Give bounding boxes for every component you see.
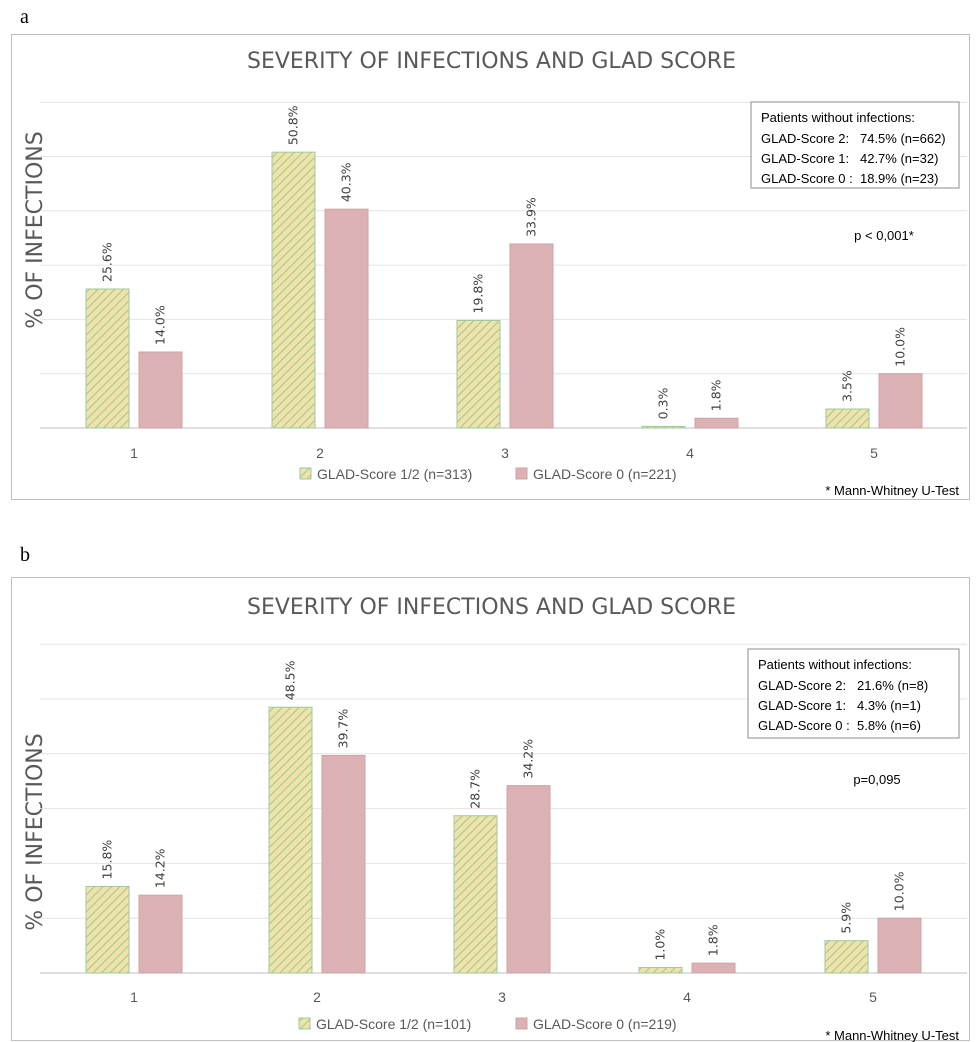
- data-label: 14.0%: [153, 305, 168, 345]
- data-label: 34.2%: [521, 739, 536, 779]
- info-box-row: GLAD-Score 0 : 5.8% (n=6): [758, 718, 921, 733]
- data-label: 1.0%: [653, 929, 668, 961]
- info-box-row: GLAD-Score 0 : 18.9% (n=23): [761, 171, 938, 186]
- data-label: 48.5%: [283, 660, 298, 700]
- legend-label-series2: GLAD-Score 0 (n=221): [533, 466, 677, 482]
- x-tick-label: 4: [683, 989, 691, 1005]
- panel-letter-a: a: [20, 6, 29, 28]
- bar-series1-cat2: [268, 706, 313, 974]
- data-label: 33.9%: [524, 197, 539, 237]
- data-label: 28.7%: [468, 769, 483, 809]
- p-value-label: p < 0,001*: [854, 228, 914, 243]
- data-label: 14.2%: [153, 848, 168, 888]
- bar-series1-cat4: [638, 967, 683, 974]
- bar-series1-cat3: [453, 815, 498, 974]
- x-tick-label: 5: [870, 445, 878, 461]
- info-box-title: Patients without infections:: [761, 110, 915, 125]
- bar-series2-cat4: [694, 417, 739, 429]
- info-box: [750, 101, 960, 189]
- legend-swatch-series1: [299, 467, 312, 480]
- info-box-row: GLAD-Score 1: 4.3% (n=1): [758, 698, 921, 713]
- data-label: 3.5%: [840, 370, 855, 402]
- data-label: 5.9%: [839, 902, 854, 934]
- info-box: [747, 648, 960, 739]
- info-box-row: GLAD-Score 1: 42.7% (n=32): [761, 151, 938, 166]
- legend-label-series1: GLAD-Score 1/2 (n=101): [316, 1016, 471, 1032]
- bar-series2-cat5: [877, 917, 922, 974]
- x-tick-label: 2: [313, 989, 321, 1005]
- x-tick-label: 1: [130, 445, 138, 461]
- bar-series1-cat1: [85, 885, 130, 974]
- bar-series2-cat3: [509, 243, 554, 429]
- bar-series1-cat5: [825, 408, 870, 429]
- x-tick-label: 3: [498, 989, 506, 1005]
- legend-swatch-series1: [298, 1017, 311, 1030]
- bar-series2-cat1: [138, 894, 183, 974]
- bar-series1-cat1: [85, 288, 130, 429]
- bar-series2-cat3: [506, 785, 551, 974]
- p-value-label: p=0,095: [853, 772, 900, 787]
- data-label: 50.8%: [286, 105, 301, 145]
- info-box-row: GLAD-Score 2: 74.5% (n=662): [761, 131, 946, 146]
- data-label: 1.8%: [706, 924, 721, 956]
- y-axis-label: % OF INFECTIONS: [23, 733, 48, 930]
- x-tick-label: 5: [869, 989, 877, 1005]
- data-label: 1.8%: [709, 379, 724, 411]
- bar-series1-cat2: [271, 151, 316, 429]
- chart-title: SEVERITY OF INFECTIONS AND GLAD SCORE: [247, 49, 736, 74]
- x-tick-label: 3: [501, 445, 509, 461]
- chart-svg: SEVERITY OF INFECTIONS AND GLAD SCORE % O…: [23, 595, 967, 1042]
- footnote: * Mann-Whitney U-Test: [825, 483, 959, 498]
- bar-series2-cat4: [691, 962, 736, 974]
- bar-series2-cat1: [138, 351, 183, 429]
- data-label: 25.6%: [100, 242, 115, 282]
- legend-label-series1: GLAD-Score 1/2 (n=313): [317, 466, 472, 482]
- info-box-title: Patients without infections:: [758, 657, 912, 672]
- data-label: 19.8%: [471, 274, 486, 314]
- x-tick-label: 2: [316, 445, 324, 461]
- bar-series2-cat2: [321, 754, 366, 974]
- data-label: 10.0%: [893, 327, 908, 367]
- x-tick-label: 1: [130, 989, 138, 1005]
- legend-label-series2: GLAD-Score 0 (n=219): [533, 1016, 677, 1032]
- bar-series1-cat5: [824, 940, 869, 974]
- footnote: * Mann-Whitney U-Test: [825, 1028, 959, 1042]
- data-label: 40.3%: [339, 162, 354, 202]
- chart-panel-a: SEVERITY OF INFECTIONS AND GLAD SCORE % O…: [11, 34, 970, 500]
- x-tick-label: 4: [686, 445, 694, 461]
- data-label: 39.7%: [336, 709, 351, 749]
- bar-series1-cat3: [456, 319, 501, 429]
- bar-series1-cat4: [641, 425, 686, 429]
- y-axis-label: % OF INFECTIONS: [23, 131, 48, 328]
- bar-series2-cat5: [878, 373, 923, 429]
- legend-swatch-series2: [515, 467, 528, 480]
- data-label: 15.8%: [100, 840, 115, 880]
- chart-svg: SEVERITY OF INFECTIONS AND GLAD SCORE % O…: [23, 49, 967, 498]
- info-box-row: GLAD-Score 2: 21.6% (n=8): [758, 678, 928, 693]
- panel-letter-b: b: [20, 544, 30, 566]
- bar-series2-cat2: [324, 208, 369, 429]
- legend-swatch-series2: [515, 1017, 528, 1030]
- chart-title: SEVERITY OF INFECTIONS AND GLAD SCORE: [247, 595, 736, 620]
- data-label: 0.3%: [656, 387, 671, 419]
- data-label: 10.0%: [892, 871, 907, 911]
- chart-panel-b: SEVERITY OF INFECTIONS AND GLAD SCORE % O…: [11, 577, 970, 1042]
